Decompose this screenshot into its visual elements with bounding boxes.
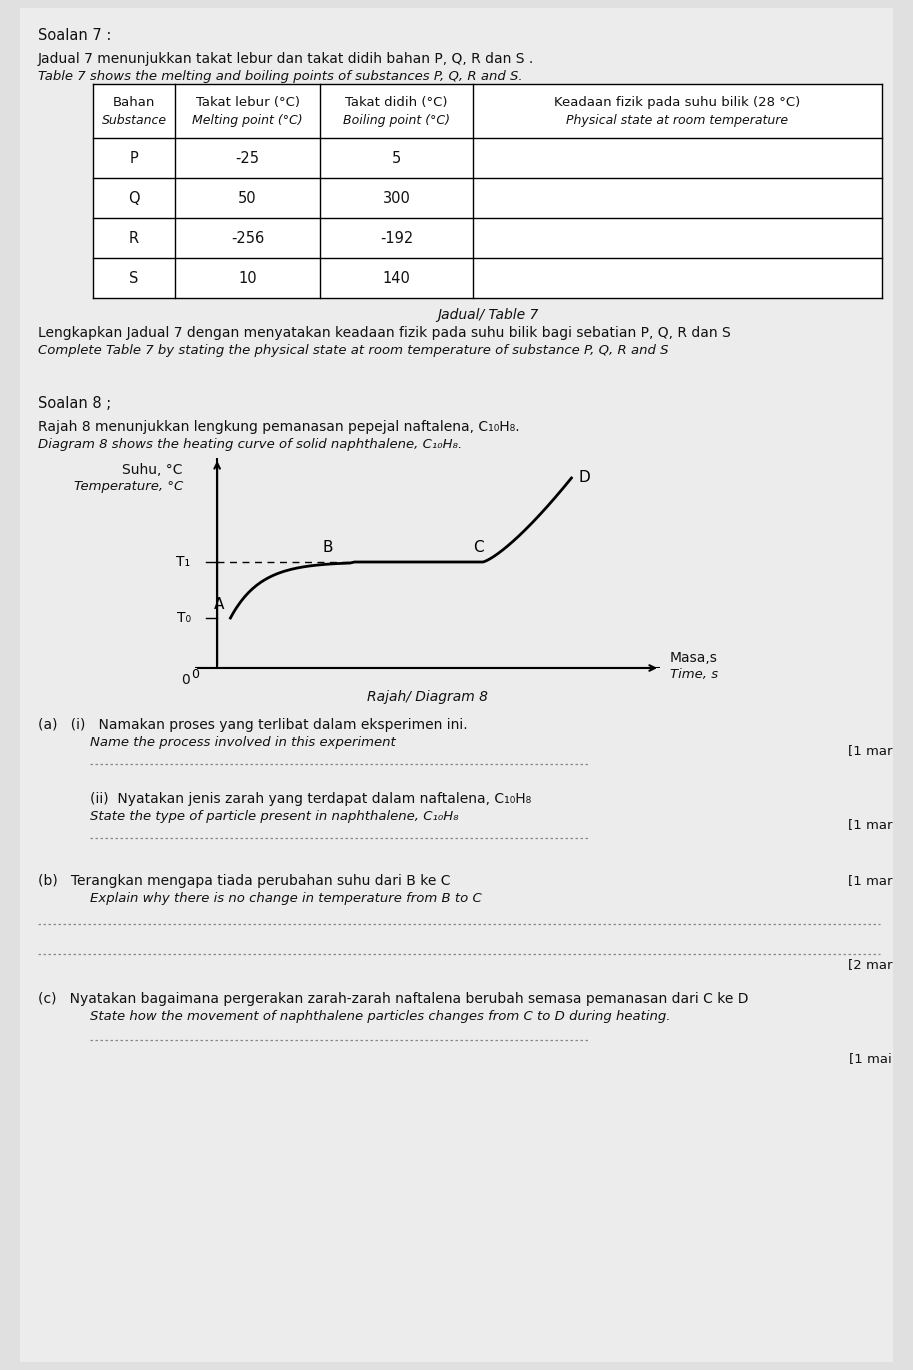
Text: Lengkapkan Jadual 7 dengan menyatakan keadaan fizik pada suhu bilik bagi sebatia: Lengkapkan Jadual 7 dengan menyatakan ke… [38,326,730,340]
Text: T₀: T₀ [176,611,191,625]
Text: P: P [130,151,139,166]
Text: Soalan 8 ;: Soalan 8 ; [38,396,111,411]
Text: S: S [130,270,139,285]
Text: State the type of particle present in naphthalene, C₁₀H₈: State the type of particle present in na… [90,810,458,823]
Text: Complete Table 7 by stating the physical state at room temperature of substance : Complete Table 7 by stating the physical… [38,344,668,358]
Text: 300: 300 [383,190,411,205]
Text: Bahan: Bahan [113,96,155,108]
Text: -25: -25 [236,151,259,166]
Text: T₁: T₁ [176,555,191,569]
Text: Jadual 7 menunjukkan takat lebur dan takat didih bahan P, Q, R dan S .: Jadual 7 menunjukkan takat lebur dan tak… [38,52,534,66]
Text: Suhu, °C: Suhu, °C [122,463,183,477]
Text: [1 mar: [1 mar [847,744,892,758]
Text: 10: 10 [238,270,257,285]
Text: -256: -256 [231,230,264,245]
Text: 50: 50 [238,190,257,205]
Text: Physical state at room temperature: Physical state at room temperature [566,114,789,126]
Text: Takat lebur (°C): Takat lebur (°C) [195,96,299,108]
Text: [1 mar: [1 mar [847,818,892,832]
Text: Q: Q [128,190,140,205]
Text: -192: -192 [380,230,413,245]
Text: (c)   Nyatakan bagaimana pergerakan zarah-zarah naftalena berubah semasa pemanas: (c) Nyatakan bagaimana pergerakan zarah-… [38,992,749,1006]
Text: [2 mar: [2 mar [847,958,892,971]
Bar [93,84,882,299]
Text: Temperature, °C: Temperature, °C [74,479,183,493]
Text: 140: 140 [383,270,411,285]
Text: B: B [322,540,333,555]
Text: Time, s: Time, s [670,667,719,681]
Text: A: A [214,597,224,612]
Text: [1 mai: [1 mai [849,1052,892,1064]
Text: Table 7 shows the melting and boiling points of substances P, Q, R and S.: Table 7 shows the melting and boiling po… [38,70,522,84]
Text: Explain why there is no change in temperature from B to C: Explain why there is no change in temper… [90,892,482,906]
Text: R: R [129,230,139,245]
Text: Substance: Substance [101,114,166,126]
Text: Takat didih (°C): Takat didih (°C) [345,96,447,108]
Text: 0: 0 [192,669,199,681]
Text: Melting point (°C): Melting point (°C) [193,114,303,126]
Text: 0: 0 [181,673,189,686]
Text: Boiling point (°C): Boiling point (°C) [343,114,450,126]
Text: (ii)  Nyatakan jenis zarah yang terdapat dalam naftalena, C₁₀H₈: (ii) Nyatakan jenis zarah yang terdapat … [90,792,531,806]
Text: Name the process involved in this experiment: Name the process involved in this experi… [90,736,395,749]
Text: Diagram 8 shows the heating curve of solid naphthalene, C₁₀H₈.: Diagram 8 shows the heating curve of sol… [38,438,462,451]
Text: 5: 5 [392,151,401,166]
Text: Keadaan fizik pada suhu bilik (28 °C): Keadaan fizik pada suhu bilik (28 °C) [554,96,801,108]
Text: [1 mar: [1 mar [847,874,892,886]
Text: (a)   (i)   Namakan proses yang terlibat dalam eksperimen ini.: (a) (i) Namakan proses yang terlibat dal… [38,718,467,732]
Text: D: D [578,470,590,485]
Text: (b)   Terangkan mengapa tiada perubahan suhu dari B ke C: (b) Terangkan mengapa tiada perubahan su… [38,874,450,888]
Text: C: C [473,540,484,555]
Text: Jadual/ Table 7: Jadual/ Table 7 [436,308,538,322]
Text: Soalan 7 :: Soalan 7 : [38,27,111,42]
Text: Rajah 8 menunjukkan lengkung pemanasan pepejal naftalena, C₁₀H₈.: Rajah 8 menunjukkan lengkung pemanasan p… [38,421,519,434]
Text: State how the movement of naphthalene particles changes from C to D during heati: State how the movement of naphthalene pa… [90,1010,670,1023]
Text: Rajah/ Diagram 8: Rajah/ Diagram 8 [367,690,488,704]
Text: Masa,s: Masa,s [670,651,718,664]
